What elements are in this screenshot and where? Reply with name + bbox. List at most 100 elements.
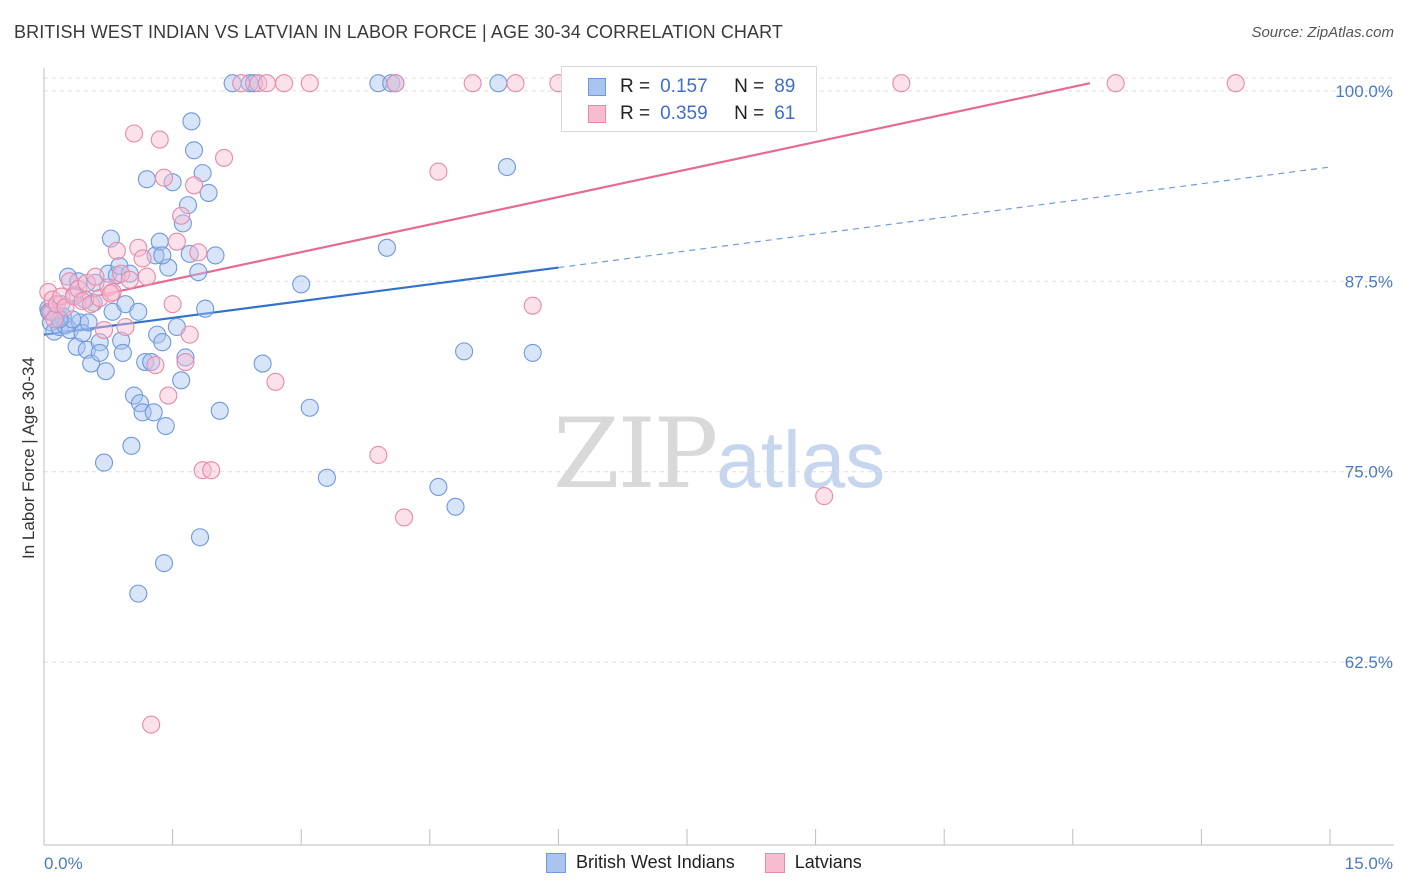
data-point-blue	[156, 416, 175, 436]
data-point-pink	[142, 715, 161, 734]
data-point-blue	[96, 362, 115, 381]
data-point-pink	[257, 74, 276, 93]
trend-line-blue	[43, 266, 559, 336]
legend-r-label: R =	[620, 76, 651, 97]
data-point-pink	[1106, 74, 1125, 93]
legend-r-value: 0.359	[660, 103, 708, 124]
data-point-blue	[184, 141, 204, 160]
series-legend: British West Indians Latvians	[546, 852, 892, 873]
data-point-blue	[113, 343, 132, 362]
data-point-blue	[153, 246, 172, 265]
data-point-blue	[244, 74, 264, 93]
data-point-blue	[300, 398, 319, 417]
series-legend-label: British West Indians	[576, 852, 735, 872]
data-point-blue	[90, 333, 109, 352]
series-swatch-blue	[546, 852, 566, 873]
legend-swatch-pink	[588, 105, 606, 123]
data-point-pink	[129, 238, 148, 257]
data-point-pink	[146, 356, 165, 375]
data-point-pink	[523, 296, 542, 315]
data-point-pink	[159, 386, 178, 405]
data-point-pink	[133, 249, 152, 268]
data-point-blue	[136, 352, 155, 372]
data-point-blue	[163, 173, 182, 192]
data-point-blue	[455, 342, 474, 361]
data-point-pink	[150, 130, 169, 149]
data-point-pink	[202, 461, 221, 480]
data-point-pink	[429, 162, 448, 181]
data-point-blue	[178, 196, 198, 215]
data-point-pink	[892, 74, 911, 93]
data-point-pink	[94, 320, 114, 340]
data-point-pink	[154, 168, 174, 187]
data-point-pink	[101, 284, 120, 303]
chart-title: BRITISH WEST INDIAN VS LATVIAN IN LABOR …	[14, 22, 784, 42]
data-point-blue	[176, 348, 195, 367]
axis-labels: 62.5% 75.0% 87.5% 100.0% 0.0% 15.0% In Labor F…	[19, 82, 1393, 873]
data-point-pink	[395, 508, 414, 527]
legend-swatch-blue	[588, 78, 606, 96]
data-point-blue	[489, 74, 508, 93]
data-point-pink	[172, 206, 191, 225]
legend-n-label: N =	[734, 76, 765, 97]
data-point-blue	[129, 302, 148, 321]
data-point-blue	[73, 324, 92, 343]
data-point-blue	[129, 584, 148, 603]
legend-n-label: N =	[734, 103, 765, 124]
data-point-blue	[172, 371, 191, 390]
y-tick-label: 62.5%	[1345, 653, 1393, 672]
series-legend-latvians[interactable]: Latvians	[764, 852, 862, 873]
data-point-blue	[196, 299, 215, 318]
x-tick-label: 0.0%	[44, 854, 83, 873]
data-point-blue	[137, 170, 156, 189]
data-point-pink	[232, 74, 251, 93]
data-point-pink	[116, 317, 135, 337]
data-point-blue	[199, 183, 218, 202]
trend-lines	[43, 82, 1331, 336]
data-point-blue	[173, 214, 192, 233]
data-point-blue	[182, 112, 201, 131]
data-point-blue	[382, 74, 401, 93]
data-point-pink	[137, 267, 156, 286]
data-point-pink	[386, 74, 405, 93]
legend-r-value: 0.157	[660, 76, 708, 97]
axes	[43, 68, 1394, 846]
data-point-blue	[497, 157, 517, 177]
data-points	[39, 74, 1245, 734]
data-point-blue	[90, 343, 109, 362]
data-point-blue	[189, 263, 208, 282]
data-point-blue	[292, 275, 311, 294]
data-point-blue	[446, 497, 465, 516]
legend-r-label: R =	[620, 103, 651, 124]
legend-n-value: 61	[774, 103, 796, 124]
data-point-pink	[45, 310, 64, 329]
data-point-blue	[154, 554, 174, 573]
data-point-blue	[317, 468, 336, 487]
correlation-legend: R = 0.157 N = 89 R = 0.359 N = 61	[561, 66, 817, 132]
y-tick-label: 75.0%	[1345, 463, 1393, 482]
source-credit: Source: ZipAtlas.com	[1251, 24, 1394, 41]
data-point-pink	[180, 325, 199, 344]
data-point-blue	[153, 333, 172, 352]
x-tick-label: 15.0%	[1345, 854, 1393, 873]
data-point-pink	[369, 445, 388, 465]
data-point-blue	[79, 313, 98, 332]
data-point-pink	[463, 74, 482, 93]
data-point-blue	[94, 453, 114, 472]
data-point-pink	[275, 74, 294, 93]
grid-lines	[44, 77, 1394, 663]
data-point-blue	[122, 436, 141, 455]
data-point-pink	[52, 287, 71, 306]
data-point-blue	[110, 257, 129, 276]
data-point-pink	[184, 176, 204, 195]
data-point-blue	[144, 403, 163, 422]
series-legend-british-west-indians[interactable]: British West Indians	[546, 852, 735, 873]
data-point-pink	[163, 295, 182, 314]
legend-row-british-west-indians: R = 0.157 N = 89	[562, 73, 795, 101]
data-point-pink	[86, 267, 105, 286]
data-point-blue	[67, 337, 86, 356]
data-point-pink	[1226, 74, 1245, 93]
legend-row-latvians: R = 0.359 N = 61	[562, 100, 795, 128]
data-point-pink	[300, 74, 319, 93]
